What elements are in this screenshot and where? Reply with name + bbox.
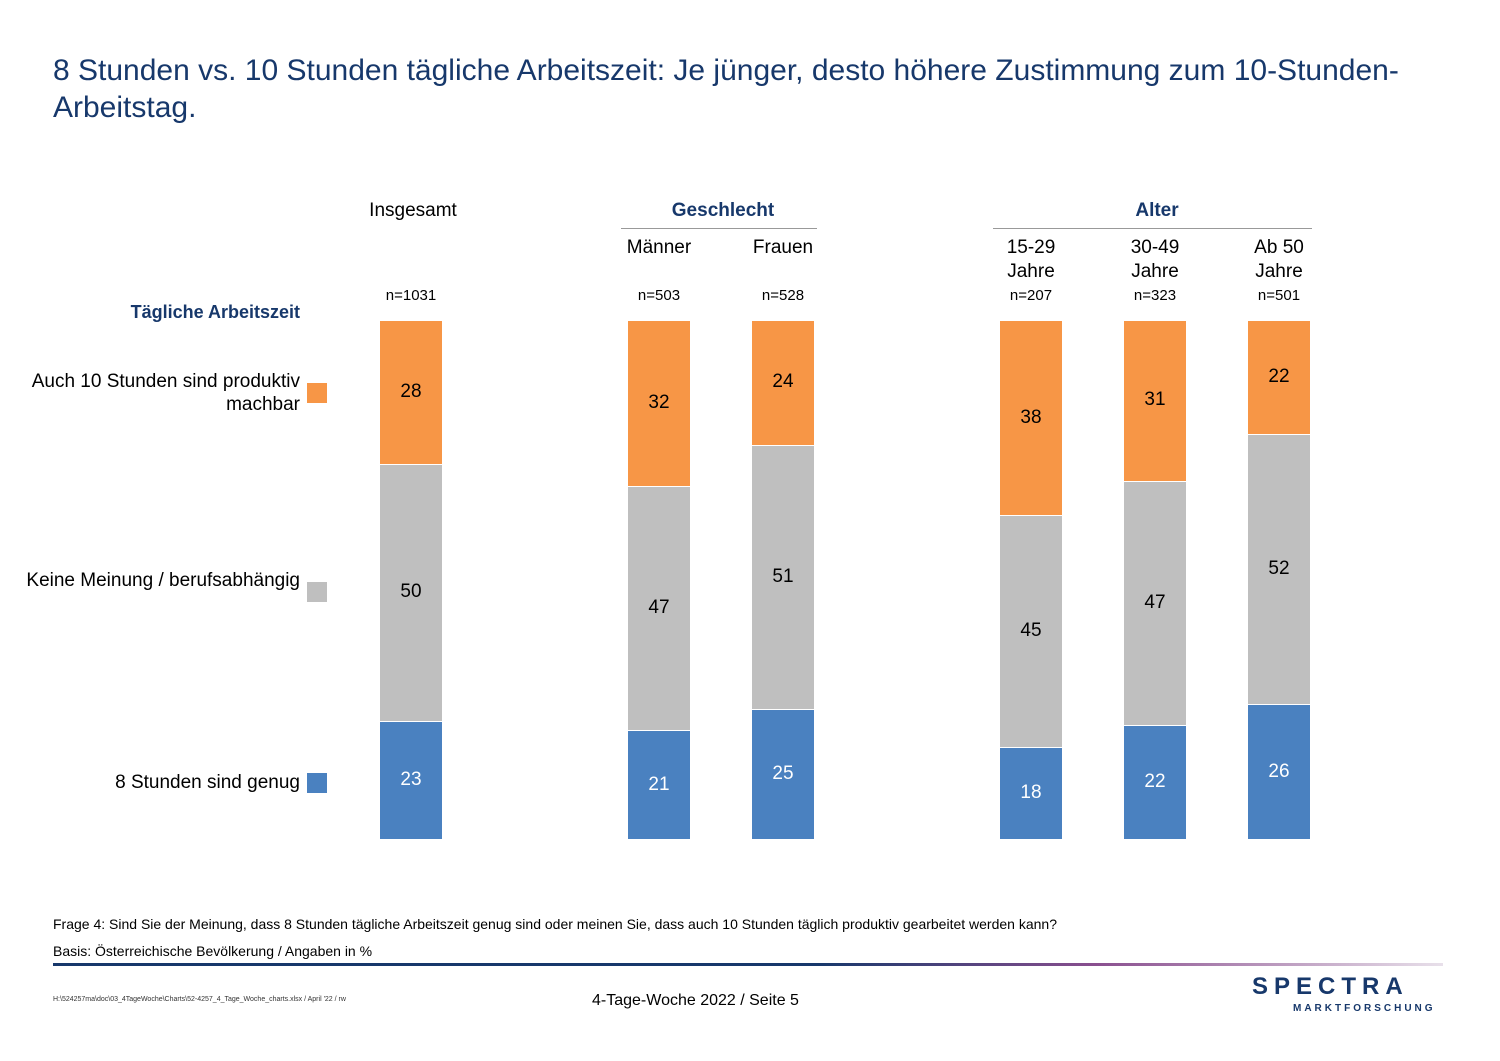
bar-segment-insgesamt-keine-meinung-berufsabh-ngig	[380, 463, 442, 721]
legend-label-auch-10-stunden: Auch 10 Stunden sind produktiv machbar	[31, 371, 300, 415]
bar-segment-15-29-jahre-keine-meinung-berufsabh-ngig	[1000, 515, 1062, 747]
group-header-insgesamt: Insgesamt	[369, 200, 457, 221]
data-label-30-49-jahre-auch-10-stunden-sind-produktiv-machbar: 31	[1144, 389, 1166, 411]
category-label-ab-50-jahre: Ab 50 Jahre	[1254, 237, 1304, 282]
bar-segment-insgesamt-8-stunden-sind-genug	[380, 720, 442, 839]
bar-segment-m-nner-auch-10-stunden-sind-produktiv-machbar	[628, 320, 690, 487]
bar-segment-frauen-auch-10-stunden-sind-produktiv-machbar	[752, 320, 814, 445]
footer-page-label: 4-Tage-Woche 2022 / Seite 5	[592, 992, 799, 1009]
data-label-frauen-keine-meinung-berufsabh-ngig: 51	[772, 565, 794, 587]
n-label-insgesamt: n=1031	[385, 287, 437, 304]
group-header-geschlecht: Geschlecht	[671, 200, 775, 221]
data-label-insgesamt-8-stunden-sind-genug: 23	[400, 768, 422, 790]
bar-segment-30-49-jahre-8-stunden-sind-genug	[1124, 724, 1186, 839]
bar-segment-15-29-jahre-auch-10-stunden-sind-produktiv-machbar	[1000, 320, 1062, 516]
bar-segment-m-nner-keine-meinung-berufsabh-ngig	[628, 486, 690, 730]
data-label-ab-50-jahre-8-stunden-sind-genug: 26	[1268, 760, 1290, 782]
footer-file-path: H:\524257ma\doc\03_4TageWoche\Charts\52-…	[53, 996, 346, 1003]
data-label-m-nner-8-stunden-sind-genug: 21	[648, 773, 670, 795]
data-label-ab-50-jahre-keine-meinung-berufsabh-ngig: 52	[1268, 558, 1290, 580]
footer-rule	[53, 963, 1443, 966]
legend-title: Tägliche Arbeitszeit	[130, 302, 300, 322]
legend-label-8-stunden: 8 Stunden sind genug	[115, 772, 300, 793]
data-label-m-nner-keine-meinung-berufsabh-ngig: 47	[648, 597, 670, 619]
data-label-insgesamt-keine-meinung-berufsabh-ngig: 50	[400, 581, 422, 603]
data-label-frauen-auch-10-stunden-sind-produktiv-machbar: 24	[772, 371, 794, 393]
data-label-30-49-jahre-keine-meinung-berufsabh-ngig: 47	[1144, 591, 1166, 613]
group-rule-alter	[993, 228, 1312, 229]
data-label-frauen-8-stunden-sind-genug: 25	[772, 763, 794, 785]
spectra-logo-subtitle: MARKTFORSCHUNG	[1293, 1003, 1436, 1014]
data-label-15-29-jahre-auch-10-stunden-sind-produktiv-machbar: 38	[1020, 406, 1042, 428]
category-label-30-49-jahre: 30-49 Jahre	[1130, 237, 1180, 282]
bar-segment-insgesamt-auch-10-stunden-sind-produktiv-machbar	[380, 320, 442, 464]
data-label-m-nner-auch-10-stunden-sind-produktiv-machbar: 32	[648, 392, 670, 414]
n-label-m-nner: n=503	[637, 287, 681, 304]
legend-swatch-orange	[307, 383, 327, 403]
footnote-basis: Basis: Österreichische Bevölkerung / Ang…	[53, 943, 373, 959]
bar-segment-ab-50-jahre-auch-10-stunden-sind-produktiv-machbar	[1248, 320, 1310, 435]
legend-swatch-gray	[307, 582, 327, 602]
bar-segment-30-49-jahre-auch-10-stunden-sind-produktiv-machbar	[1124, 320, 1186, 481]
bar-segment-frauen-8-stunden-sind-genug	[752, 709, 814, 839]
group-rule-geschlecht	[621, 228, 817, 229]
spectra-logo: SPECTRA	[1252, 973, 1409, 1000]
n-label-frauen: n=528	[761, 287, 805, 304]
data-label-insgesamt-auch-10-stunden-sind-produktiv-machbar: 28	[400, 380, 422, 402]
n-label-ab-50-jahre: n=501	[1257, 287, 1301, 304]
stacked-bar-chart: n=1031 23 50 28 Männer n=503 21 47 32 Frauen n=528…	[380, 237, 1310, 839]
bar-segment-30-49-jahre-keine-meinung-berufsabh-ngig	[1124, 480, 1186, 725]
group-header-alter: Alter	[1135, 200, 1179, 221]
legend-swatch-blue	[307, 773, 327, 793]
data-label-30-49-jahre-8-stunden-sind-genug: 22	[1144, 770, 1166, 792]
page-title: 8 Stunden vs. 10 Stunden tägliche Arbeit…	[53, 54, 1399, 124]
data-label-15-29-jahre-keine-meinung-berufsabh-ngig: 45	[1020, 619, 1042, 641]
data-label-ab-50-jahre-auch-10-stunden-sind-produktiv-machbar: 22	[1268, 366, 1290, 388]
n-label-15-29-jahre: n=207	[1009, 287, 1053, 304]
bar-segment-frauen-keine-meinung-berufsabh-ngig	[752, 444, 814, 710]
bar-segment-m-nner-8-stunden-sind-genug	[628, 730, 690, 839]
bar-segment-ab-50-jahre-8-stunden-sind-genug	[1248, 704, 1310, 839]
n-label-30-49-jahre: n=323	[1133, 287, 1177, 304]
category-label-m-nner: Männer	[626, 237, 692, 258]
footnote-question: Frage 4: Sind Sie der Meinung, dass 8 St…	[53, 916, 1057, 932]
category-label-15-29-jahre: 15-29 Jahre	[1006, 237, 1056, 282]
legend-label-keine-meinung: Keine Meinung / berufsabhängig	[26, 570, 300, 591]
data-label-15-29-jahre-8-stunden-sind-genug: 18	[1020, 781, 1042, 803]
bar-segment-ab-50-jahre-keine-meinung-berufsabh-ngig	[1248, 434, 1310, 705]
bar-segment-15-29-jahre-8-stunden-sind-genug	[1000, 746, 1062, 839]
category-label-frauen: Frauen	[752, 237, 814, 258]
